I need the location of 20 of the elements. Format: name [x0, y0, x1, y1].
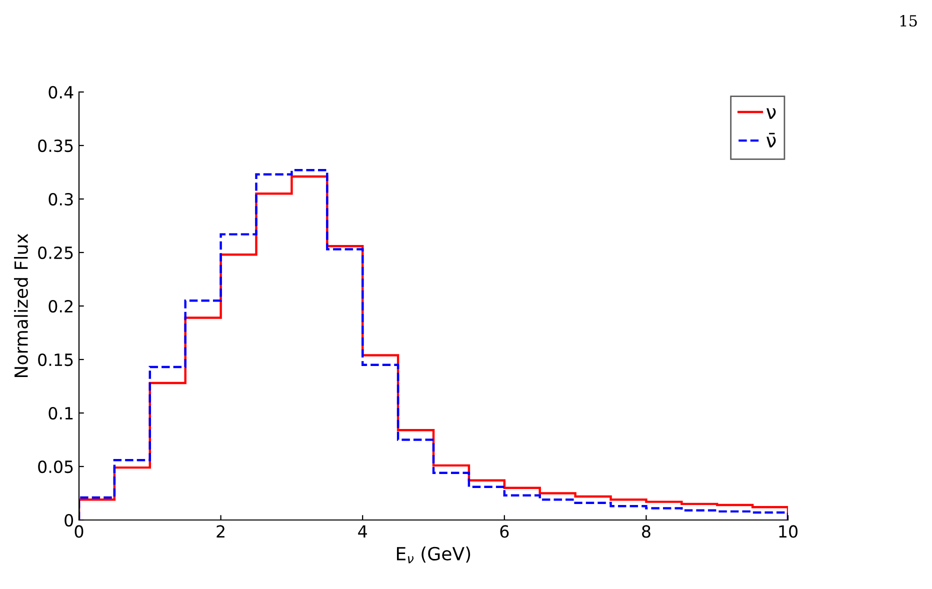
legend-label: ν̄	[766, 132, 776, 148]
y-tick-label: 0	[64, 514, 74, 527]
x-tick-label: 0	[74, 525, 84, 538]
y-tick-label: 0.35	[38, 139, 73, 152]
text: 15	[900, 14, 917, 27]
y-axis-title: Normalized Flux	[14, 234, 28, 378]
y-tick-label: 0.05	[38, 460, 73, 474]
x-tick-label: 2	[216, 525, 224, 538]
y-tick-label: 0.3	[48, 192, 73, 206]
x-tick-label: 4	[358, 525, 367, 538]
x-tick-label: 6	[500, 525, 509, 538]
legend-label: ν	[766, 108, 776, 119]
y-tick-label: 0.15	[38, 353, 73, 366]
y-tick-label: 0.2	[48, 300, 72, 313]
x-axis-title: E$_{ν}$ (GeV)	[396, 546, 470, 564]
y-tick-label: 0.4	[48, 86, 74, 99]
y-tick-label: 0.25	[38, 246, 73, 260]
x-tick-label: 8	[642, 525, 650, 538]
y-tick-label: 0.1	[48, 406, 73, 420]
x-tick-label: 10	[779, 525, 798, 538]
